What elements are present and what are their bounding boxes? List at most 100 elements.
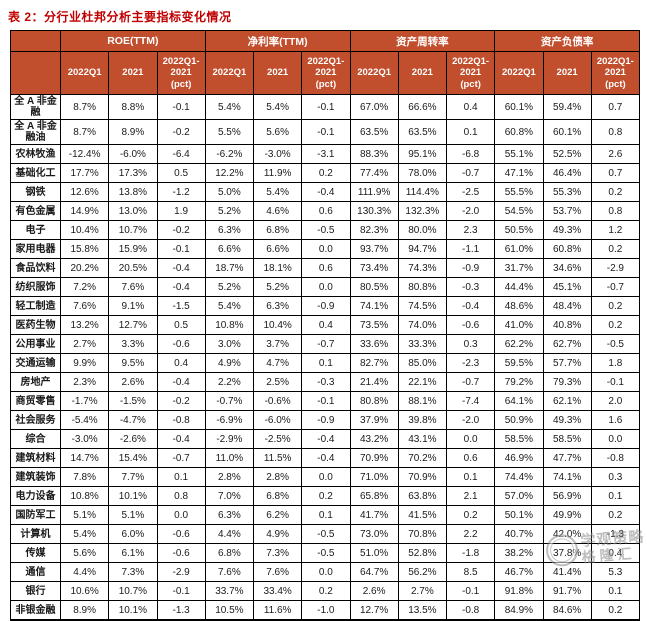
cell: 2.8% [204,467,255,487]
cell: -6.0% [252,410,303,430]
cell: -0.4 [156,429,206,449]
cell: -0.1 [590,372,641,392]
cell: 50.1% [494,505,544,525]
row-label: 国防军工 [10,505,61,525]
cell: 5.1% [59,505,110,525]
cell: 7.6% [59,296,110,316]
cell: -4.7% [108,410,158,430]
cell: 9.9% [59,353,110,373]
cell: 62.2% [494,334,544,354]
cell: 80.8% [397,277,448,297]
cell: 57.7% [542,353,592,373]
cell: 6.0% [108,524,158,544]
cell: 59.5% [494,353,544,373]
cell: -0.6 [445,315,496,335]
cell: 44.4% [494,277,544,297]
cell: 33.6% [349,334,399,354]
cell: 48.4% [542,296,592,316]
cell: 51.0% [349,543,399,563]
cell: 43.1% [397,429,448,449]
cell: 0.2 [590,182,641,202]
cell: 6.3% [204,220,255,240]
cell: 61.0% [494,239,544,259]
table-row: 全 A 非金融油 8.7% 8.9% -0.2 5.5% 5.6% -0.1 63.5% 63.… [10,119,641,145]
cell: 52.5% [542,144,592,164]
cell: 0.0 [301,239,351,259]
cell: -2.0 [445,201,496,221]
cell: 94.7% [397,239,448,259]
cell: -0.8 [590,448,641,468]
table-row: 电力设备 10.8% 10.1% 0.8 7.0% 6.8% 0.2 65.8% 63.8% 2.… [10,486,641,506]
table-title: 表 2：分行业杜邦分析主要指标变化情况 [8,10,232,24]
group-header-row: ROE(TTM) 净利率(TTM) 资产周转率 资产负债率 [10,30,640,52]
cell: 1.2 [590,220,641,240]
cell: -6.2% [204,144,255,164]
cell: 40.8% [542,315,592,335]
cell: 6.8% [252,486,303,506]
table-row: 公用事业 2.7% 3.3% -0.6 3.0% 3.7% -0.7 33.6% 33.3% 0.… [10,334,641,354]
cell: 10.8% [59,486,110,506]
cell: -0.7% [204,391,255,411]
cell: 0.8 [590,119,641,145]
cell: 73.0% [349,524,399,544]
cell: 7.3% [252,543,303,563]
row-label: 钢铁 [10,182,61,202]
cell: -1.3 [156,600,206,621]
cell: -1.5% [108,391,158,411]
cell: 5.2% [204,201,255,221]
row-label: 建筑装饰 [10,467,61,487]
table-row: 通信 4.4% 7.3% -2.9 7.6% 7.6% 0.0 64.7% 56.2% 8.5 46… [10,562,641,582]
group-header-asset-turnover: 资产周转率 [349,30,496,52]
table-row: 农林牧渔 -12.4% -6.0% -6.4 -6.2% -3.0% -3.1 88.3% 95… [10,144,641,164]
cell: -1.1 [445,239,496,259]
cell: 0.2 [301,486,351,506]
table-row: 综合 -3.0% -2.6% -0.4 -2.9% -2.5% -0.4 43.2% 43.1%… [10,429,641,449]
cell: 0.1 [156,467,206,487]
cell: 49.3% [542,220,592,240]
cell: 70.9% [349,448,399,468]
col-header-2022q1: 2022Q1 [349,51,399,95]
cell: -0.6% [252,391,303,411]
cell: 0.3 [590,467,641,487]
cell: 37.8% [542,543,592,563]
cell: -1.3 [590,524,641,544]
cell: -0.4 [301,429,351,449]
cell: 5.5% [204,119,255,145]
cell: 7.3% [108,562,158,582]
cell: 6.3% [252,296,303,316]
cell: 63.8% [397,486,448,506]
row-label: 电子 [10,220,61,240]
table-row: 钢铁 12.6% 13.8% -1.2 5.0% 5.4% -0.4 111.9% 114.4%… [10,182,641,202]
cell: -0.4 [156,277,206,297]
cell: -2.0 [445,410,496,430]
table-row: 纺织服饰 7.2% 7.6% -0.4 5.2% 5.2% 0.0 80.5% 80.8% -0.… [10,277,641,297]
cell: 0.1 [301,353,351,373]
cell: 70.9% [397,467,448,487]
col-header-2021: 2021 [252,51,303,95]
cell: 91.7% [542,581,592,601]
group-header-net-margin: 净利率(TTM) [204,30,351,52]
cell: 46.7% [494,562,544,582]
cell: -0.2 [156,220,206,240]
cell: 74.1% [542,467,592,487]
cell: 50.5% [494,220,544,240]
cell: 10.1% [108,486,158,506]
cell: 11.6% [252,600,303,621]
cell: -0.6 [156,543,206,563]
cell: 58.5% [494,429,544,449]
cell: 8.9% [108,119,158,145]
cell: 0.0 [301,467,351,487]
cell: -2.5 [445,182,496,202]
cell: 0.2 [301,581,351,601]
cell: -0.4 [445,296,496,316]
cell: 34.6% [542,258,592,278]
cell: 63.5% [349,119,399,145]
table-row: 社会服务 -5.4% -4.7% -0.8 -6.9% -6.0% -0.9 37.9% 39.… [10,410,641,430]
cell: 10.7% [108,581,158,601]
cell: -0.1 [301,391,351,411]
cell: 13.5% [397,600,448,621]
cell: 1.8 [590,353,641,373]
cell: 11.5% [252,448,303,468]
cell: -1.8 [445,543,496,563]
row-label: 医药生物 [10,315,61,335]
